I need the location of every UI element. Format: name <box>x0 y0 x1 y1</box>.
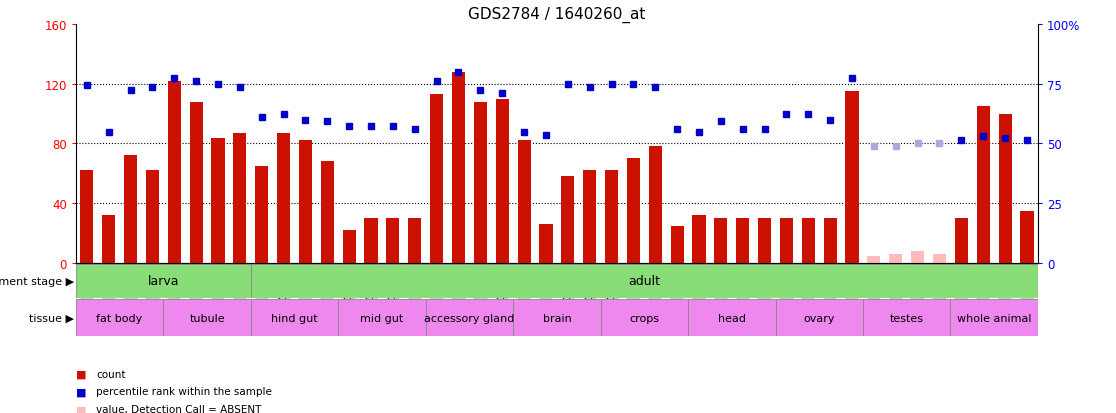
Text: head: head <box>718 313 745 323</box>
Text: ■: ■ <box>76 404 86 413</box>
Bar <box>689 299 776 337</box>
Bar <box>863 299 951 337</box>
Bar <box>911 252 924 263</box>
Text: brain: brain <box>542 313 571 323</box>
Bar <box>776 299 863 337</box>
Text: ■: ■ <box>76 369 86 379</box>
Text: tubule: tubule <box>190 313 225 323</box>
Text: value, Detection Call = ABSENT: value, Detection Call = ABSENT <box>96 404 261 413</box>
Bar <box>889 254 903 263</box>
Bar <box>163 299 251 337</box>
Bar <box>539 225 552 263</box>
Bar <box>256 166 268 263</box>
Text: larva: larva <box>147 275 179 288</box>
Text: adult: adult <box>628 275 661 288</box>
Bar <box>251 299 338 337</box>
Bar <box>233 134 247 263</box>
Bar <box>190 102 203 263</box>
Bar <box>167 81 181 263</box>
Text: ■: ■ <box>76 387 86 396</box>
Bar <box>867 256 881 263</box>
Bar <box>648 147 662 263</box>
Bar <box>714 219 728 263</box>
Title: GDS2784 / 1640260_at: GDS2784 / 1640260_at <box>469 7 645 24</box>
Text: percentile rank within the sample: percentile rank within the sample <box>96 387 272 396</box>
Bar <box>452 73 465 263</box>
Text: count: count <box>96 369 125 379</box>
Bar <box>76 264 251 298</box>
Text: fat body: fat body <box>96 313 143 323</box>
Bar <box>518 141 530 263</box>
Bar <box>600 299 689 337</box>
Bar <box>76 299 163 337</box>
Bar <box>605 171 618 263</box>
Bar <box>425 299 513 337</box>
Text: development stage ▶: development stage ▶ <box>0 276 74 286</box>
Bar <box>627 159 639 263</box>
Bar <box>951 299 1038 337</box>
Bar <box>692 216 705 263</box>
Text: crops: crops <box>629 313 660 323</box>
Bar <box>80 171 94 263</box>
Bar <box>320 162 334 263</box>
Bar <box>386 219 400 263</box>
Bar <box>758 219 771 263</box>
Text: mid gut: mid gut <box>360 313 404 323</box>
Bar <box>801 219 815 263</box>
Text: tissue ▶: tissue ▶ <box>29 313 74 323</box>
Bar <box>976 107 990 263</box>
Bar <box>780 219 793 263</box>
Bar <box>365 219 377 263</box>
Bar <box>999 114 1011 263</box>
Bar <box>584 171 596 263</box>
Text: whole animal: whole animal <box>956 313 1031 323</box>
Bar <box>737 219 749 263</box>
Bar <box>955 219 968 263</box>
Bar <box>343 231 356 263</box>
Text: testes: testes <box>889 313 924 323</box>
Bar <box>338 299 425 337</box>
Bar <box>474 102 487 263</box>
Bar <box>933 254 946 263</box>
Bar <box>299 141 312 263</box>
Bar <box>671 226 684 263</box>
Bar <box>408 219 422 263</box>
Bar <box>824 219 837 263</box>
Bar <box>103 216 115 263</box>
Bar <box>277 134 290 263</box>
Bar <box>496 100 509 263</box>
Bar <box>146 171 158 263</box>
Bar <box>1020 211 1033 263</box>
Bar <box>124 156 137 263</box>
Bar <box>251 264 1038 298</box>
Bar <box>561 177 575 263</box>
Bar <box>513 299 600 337</box>
Text: hind gut: hind gut <box>271 313 318 323</box>
Text: ovary: ovary <box>804 313 835 323</box>
Bar <box>430 95 443 263</box>
Bar <box>211 138 224 263</box>
Text: accessory gland: accessory gland <box>424 313 514 323</box>
Bar <box>846 92 858 263</box>
